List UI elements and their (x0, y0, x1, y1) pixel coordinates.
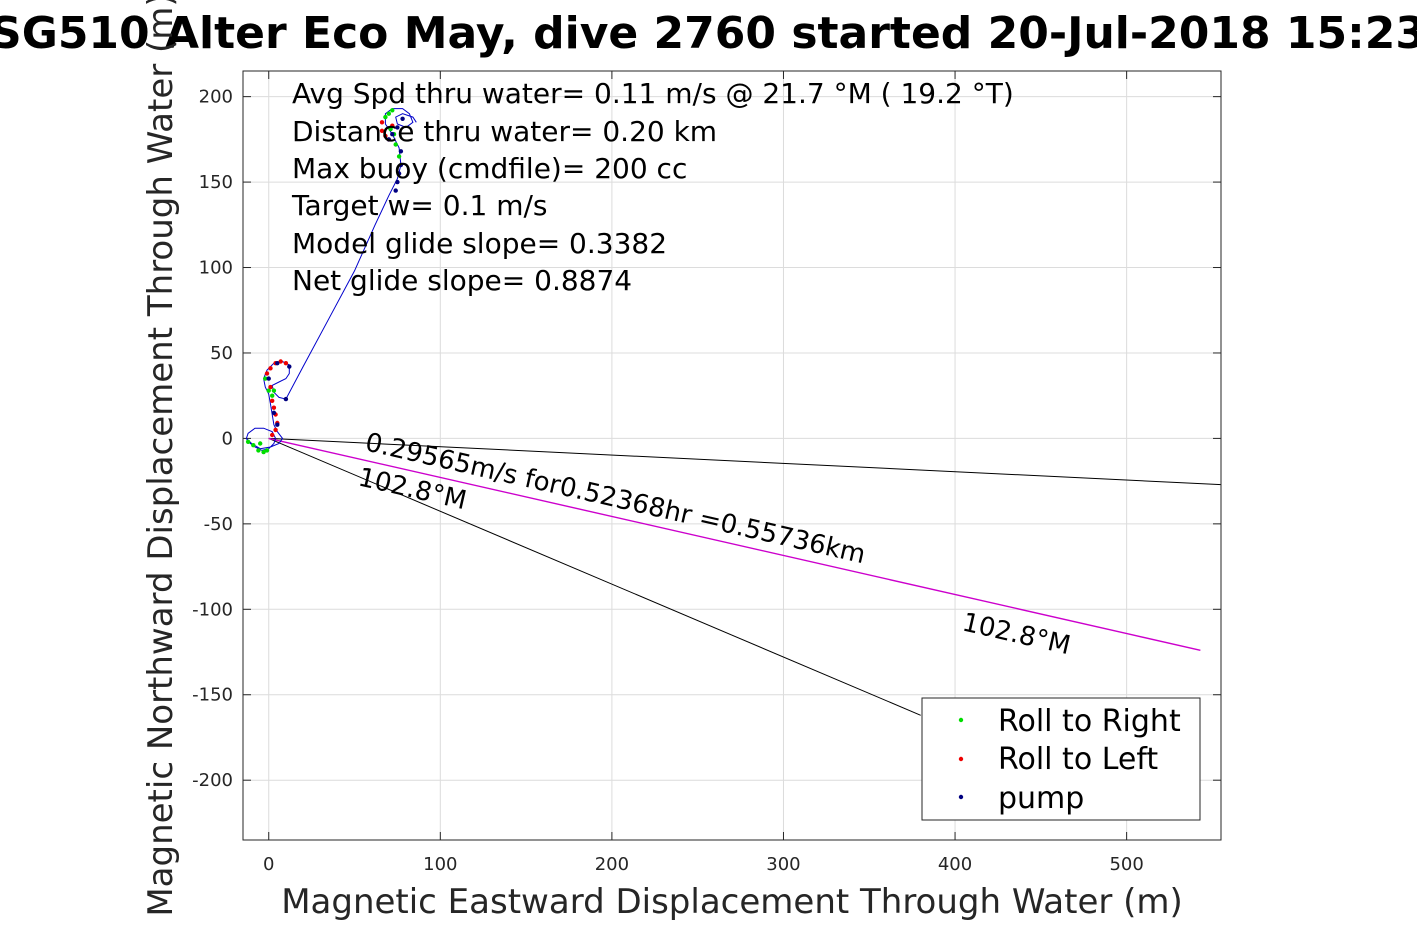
y-tick-label: -150 (192, 685, 233, 706)
y-axis-label: Magnetic Northward Displacement Through … (141, 0, 181, 917)
point-pump (275, 361, 280, 366)
stat-net-glide-slope: Net glide slope= 0.8874 (292, 264, 632, 297)
point-roll-left (273, 427, 278, 433)
x-tick-label: 100 (423, 854, 457, 875)
point-roll-right (271, 388, 277, 393)
point-pump (398, 162, 404, 168)
plot-lines (245, 108, 1222, 716)
x-axis-label: Magnetic Eastward Displacement Through W… (281, 882, 1183, 922)
y-axis-ticks: 200 150 100 50 0 -50 -100 -150 -200 (192, 87, 1221, 791)
point-roll-right (386, 111, 391, 116)
point-pump (386, 137, 391, 142)
stat-distance: Distance thru water= 0.20 km (292, 115, 717, 148)
x-tick-label: 0 (263, 854, 274, 875)
point-roll-left (264, 371, 270, 376)
point-pump (275, 422, 280, 427)
point-roll-left (379, 120, 385, 125)
legend: Roll to Right Roll to Left pump (921, 697, 1201, 821)
x-tick-label: 300 (766, 854, 800, 875)
point-roll-right (261, 449, 266, 455)
y-tick-label: -50 (204, 514, 233, 535)
heading-wedge-lower-line (268, 437, 921, 716)
point-roll-right (245, 439, 251, 444)
point-roll-right (396, 154, 402, 159)
point-roll-left (268, 384, 273, 390)
point-roll-left (271, 405, 277, 410)
point-roll-left (383, 133, 388, 139)
point-roll-left (278, 359, 283, 364)
legend-label-roll-right: Roll to Right (998, 704, 1181, 739)
x-tick-label: 500 (1109, 854, 1143, 875)
y-tick-label: 150 (199, 172, 233, 193)
legend-marker-roll-right (958, 717, 964, 723)
stat-max-buoy: Max buoy (cmdfile)= 200 cc (292, 152, 687, 185)
point-roll-left (283, 361, 289, 366)
y-tick-label: -100 (192, 599, 233, 620)
x-tick-label: 200 (595, 854, 629, 875)
point-roll-right (388, 126, 393, 132)
point-roll-left (270, 432, 275, 438)
x-axis-ticks: 0 100 200 300 400 500 (263, 71, 1144, 875)
plot-frame (242, 70, 1222, 841)
point-pump (266, 376, 271, 381)
point-roll-left (268, 366, 273, 371)
point-pump (283, 396, 289, 402)
legend-label-pump: pump (998, 781, 1084, 816)
y-tick-label: -200 (192, 770, 233, 791)
stats-text-block: Avg Spd thru water= 0.11 m/s @ 21.7 °M (… (291, 77, 1014, 297)
point-pump (271, 410, 277, 415)
point-pump (400, 116, 405, 122)
point-roll-right (256, 448, 261, 453)
point-pump (398, 149, 404, 154)
point-roll-right (390, 108, 395, 113)
plot-points (245, 108, 405, 455)
point-roll-right (264, 448, 270, 453)
y-tick-label: 100 (199, 258, 233, 279)
x-tick-label: 400 (938, 854, 972, 875)
stat-target-w: Target w= 0.1 m/s (291, 189, 548, 222)
point-roll-right (258, 441, 263, 446)
point-roll-right (383, 114, 388, 120)
point-pump (393, 188, 398, 193)
legend-box (921, 697, 1201, 821)
stat-model-glide-slope: Model glide slope= 0.3382 (292, 227, 667, 260)
chart-title: SG510 Alter Eco May, dive 2760 started 2… (0, 8, 1417, 59)
y-tick-label: 200 (199, 87, 233, 108)
y-tick-label: 50 (210, 343, 233, 364)
point-pump (390, 132, 395, 137)
point-roll-left (270, 398, 275, 403)
legend-marker-pump (958, 794, 964, 800)
point-roll-right (270, 393, 275, 398)
point-pump (287, 364, 292, 369)
point-roll-left (390, 123, 395, 128)
current-vector-line (268, 437, 1201, 651)
point-roll-right (263, 376, 268, 381)
stat-avg-speed: Avg Spd thru water= 0.11 m/s @ 21.7 °M (… (292, 77, 1014, 110)
point-roll-left (379, 128, 385, 133)
point-pump (395, 125, 400, 130)
point-roll-right (266, 388, 271, 393)
grid-lines (243, 71, 1221, 840)
legend-label-roll-left: Roll to Left (998, 742, 1158, 777)
y-tick-label: 0 (222, 428, 233, 449)
legend-marker-roll-left (958, 756, 964, 762)
heading-wedge-upper-line (268, 437, 1222, 486)
point-pump (395, 179, 400, 185)
point-roll-right (251, 443, 256, 448)
point-pump (396, 171, 402, 176)
point-roll-right (393, 142, 398, 147)
